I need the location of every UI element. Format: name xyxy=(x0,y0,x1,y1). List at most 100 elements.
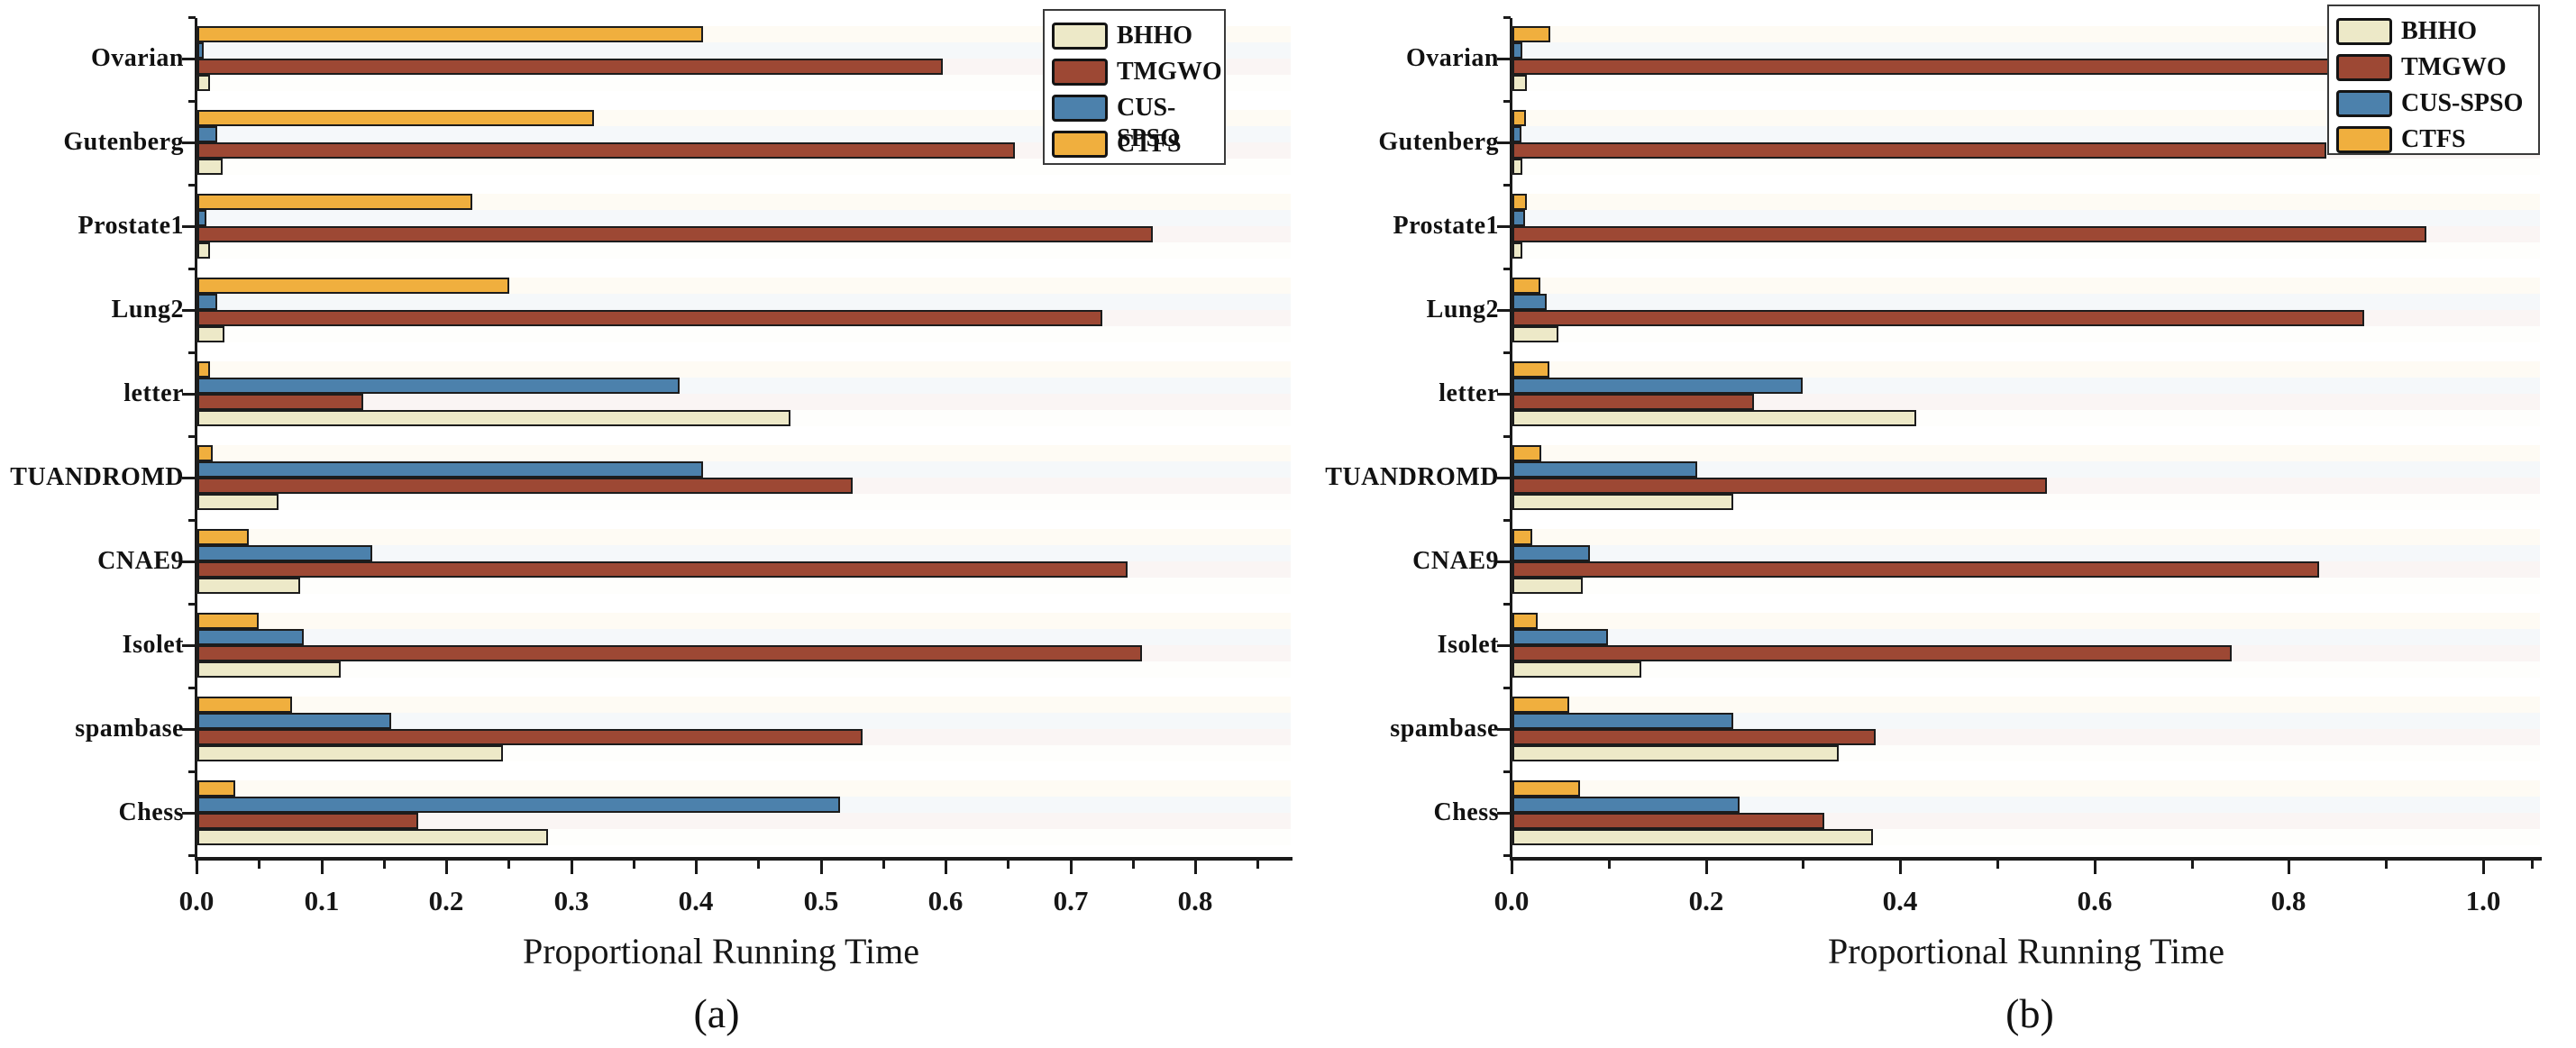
category-label: Isolet xyxy=(122,631,184,659)
bar-Lung2-TMGWO xyxy=(197,310,1102,326)
x-minor-tick xyxy=(1007,861,1009,869)
bar-Ovarian-CTFS xyxy=(197,26,703,42)
bar-Isolet-TMGWO xyxy=(197,645,1142,661)
bar-spambase-CUS-SPSO xyxy=(197,713,391,729)
row-band xyxy=(196,545,1291,561)
y-major-tick xyxy=(182,309,196,312)
bar-Ovarian-TMGWO xyxy=(1512,59,2329,75)
category-label: Prostate1 xyxy=(1393,212,1499,240)
y-minor-tick xyxy=(188,267,196,270)
y-axis-line xyxy=(195,18,197,861)
bar-Ovarian-BHHO xyxy=(1512,75,1527,91)
x-axis-line xyxy=(1510,857,2542,861)
y-major-tick xyxy=(182,393,196,396)
category-label: CNAE9 xyxy=(97,547,184,575)
bar-Lung2-BHHO xyxy=(197,326,224,342)
row-band xyxy=(1512,126,2540,142)
bar-Gutenberg-CTFS xyxy=(1512,110,1526,126)
bar-spambase-TMGWO xyxy=(197,729,863,745)
y-major-tick xyxy=(1497,560,1511,563)
x-axis-title: Proportional Running Time xyxy=(522,931,920,971)
row-band xyxy=(1512,194,2540,210)
y-major-tick xyxy=(182,477,196,479)
x-minor-tick xyxy=(507,861,510,869)
x-major-tick xyxy=(196,861,198,874)
legend-row: CTFS xyxy=(2329,122,2538,158)
y-major-tick xyxy=(1497,225,1511,228)
bar-TUANDROMD-BHHO xyxy=(197,494,279,510)
bar-Chess-TMGWO xyxy=(1512,813,1824,829)
bar-letter-TMGWO xyxy=(197,394,363,410)
x-axis-line xyxy=(195,857,1293,861)
bar-CNAE9-CTFS xyxy=(1512,529,1532,545)
bar-Isolet-CTFS xyxy=(197,613,259,629)
legend: BHHO TMGWO CUS-SPSO CTFS xyxy=(2327,5,2540,155)
bar-spambase-BHHO xyxy=(197,745,503,761)
bar-Isolet-CTFS xyxy=(1512,613,1538,629)
legend-row: BHHO xyxy=(2329,14,2538,50)
row-band xyxy=(196,126,1291,142)
bar-Lung2-CUS-SPSO xyxy=(1512,294,1547,310)
y-major-tick xyxy=(1497,477,1511,479)
y-major-tick xyxy=(1497,644,1511,647)
bar-Chess-CUS-SPSO xyxy=(197,797,840,813)
bar-spambase-CUS-SPSO xyxy=(1512,713,1733,729)
bar-Isolet-TMGWO xyxy=(1512,645,2232,661)
bar-Chess-BHHO xyxy=(197,829,548,845)
bar-CNAE9-BHHO xyxy=(197,578,300,594)
y-major-tick xyxy=(1497,728,1511,731)
bar-Ovarian-CUS-SPSO xyxy=(197,42,204,59)
x-minor-tick xyxy=(1802,861,1804,869)
x-tick-label: 1.0 xyxy=(2465,885,2501,916)
bar-Gutenberg-TMGWO xyxy=(197,142,1015,159)
bar-CNAE9-TMGWO xyxy=(197,561,1128,578)
legend-label: TMGWO xyxy=(2401,53,2507,81)
row-band xyxy=(1512,494,2540,510)
bar-spambase-CTFS xyxy=(197,697,292,713)
legend-row: TMGWO xyxy=(1045,54,1224,90)
y-minor-tick xyxy=(1503,770,1511,773)
legend-swatch-BHHO xyxy=(1052,23,1108,50)
legend-swatch-TMGWO xyxy=(1052,59,1108,86)
bar-Prostate1-CTFS xyxy=(1512,194,1527,210)
bar-Gutenberg-TMGWO xyxy=(1512,142,2326,159)
bar-Chess-CUS-SPSO xyxy=(1512,797,1740,813)
category-label: Isolet xyxy=(1437,631,1499,659)
category-label: TUANDROMD xyxy=(1325,463,1499,491)
bar-TUANDROMD-CTFS xyxy=(1512,445,1541,461)
bar-Isolet-CUS-SPSO xyxy=(1512,629,1608,645)
row-band xyxy=(1512,545,2540,561)
legend-label: CTFS xyxy=(1117,130,1182,158)
y-minor-tick xyxy=(1503,434,1511,438)
x-tick-label: 0.3 xyxy=(553,885,589,916)
row-band xyxy=(196,326,1291,342)
y-major-tick xyxy=(1497,309,1511,312)
y-minor-tick xyxy=(188,602,196,606)
panel-caption: (a) xyxy=(693,990,740,1036)
y-minor-tick xyxy=(188,15,196,19)
x-major-tick xyxy=(2094,861,2096,874)
bar-Lung2-CUS-SPSO xyxy=(197,294,217,310)
row-band xyxy=(1512,26,2540,42)
y-minor-tick xyxy=(188,686,196,689)
bar-TUANDROMD-CUS-SPSO xyxy=(1512,461,1697,478)
legend-swatch-CUS-SPSO xyxy=(1052,95,1108,122)
bar-letter-BHHO xyxy=(197,410,790,426)
row-band xyxy=(196,445,1291,461)
x-tick-label: 0.4 xyxy=(678,885,714,916)
row-band xyxy=(196,75,1291,91)
x-minor-tick xyxy=(1996,861,1999,869)
bar-TUANDROMD-BHHO xyxy=(1512,494,1733,510)
category-label: Chess xyxy=(1433,798,1499,826)
row-band xyxy=(1512,326,2540,342)
y-minor-tick xyxy=(1503,351,1511,354)
bar-Ovarian-TMGWO xyxy=(197,59,943,75)
bar-CNAE9-TMGWO xyxy=(1512,561,2319,578)
legend-row: BHHO xyxy=(1045,18,1224,54)
x-major-tick xyxy=(1511,861,1513,874)
row-band xyxy=(196,361,1291,378)
y-major-tick xyxy=(182,225,196,228)
legend-label: BHHO xyxy=(2401,17,2478,45)
category-label: Ovarian xyxy=(1405,44,1499,72)
